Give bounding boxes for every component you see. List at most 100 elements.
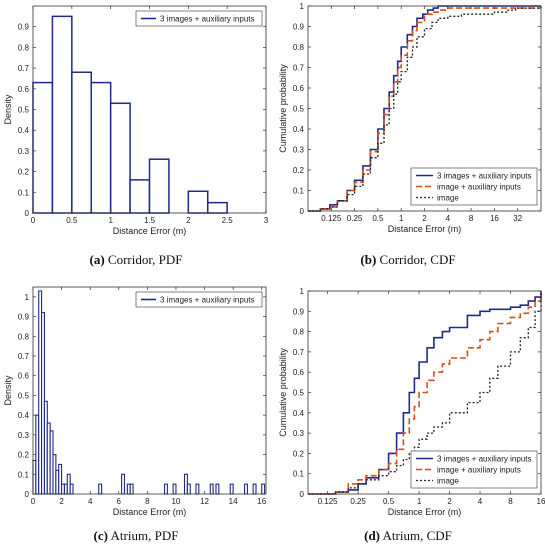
xtick-label-b-5: 4 xyxy=(446,214,451,223)
xtick-label-a-6: 3 xyxy=(264,216,269,225)
ytick-label-a-4: 0.4 xyxy=(18,126,30,135)
xtick-label-b-4: 2 xyxy=(422,214,427,223)
bar-c-19 xyxy=(172,483,177,495)
legend-a xyxy=(135,10,263,27)
ytick-label-d-7: 0.7 xyxy=(293,348,305,357)
legend-c xyxy=(135,291,263,308)
ytick-label-a-8: 0.8 xyxy=(18,43,30,52)
xtick-label-b-7: 16 xyxy=(490,214,499,223)
ytick-label-c-10: 1 xyxy=(25,293,30,302)
plot-area-c xyxy=(33,287,266,494)
xtick-label-c-3: 6 xyxy=(117,497,122,506)
bar-c-22 xyxy=(195,483,200,495)
chart-c: 0 2 4 6 8 10 12 14 16 0 0.1 0.2 0.3 0.4 0.5 0.6 0.7 0.8 0.… xyxy=(3,286,267,517)
xtick-label-c-5: 10 xyxy=(171,497,180,506)
xtick-label-a-1: 0.5 xyxy=(66,216,78,225)
bar-a-8 xyxy=(187,190,209,214)
xtick-label-d-7: 16 xyxy=(537,497,545,506)
ytick-label-c-1: 0.1 xyxy=(18,470,30,479)
bar-a-1 xyxy=(51,15,73,214)
xtick-label-c-8: 16 xyxy=(257,497,266,506)
ytick-label-d-2: 0.2 xyxy=(293,449,305,458)
ytick-label-a-1: 0.1 xyxy=(18,188,30,197)
chart-b: 0.125 0.25 0.5 1 2 4 8 16 32 0 0.1 0.2 0.3 0.4 0.5 0.6 0… xyxy=(278,2,542,234)
bar-a-0 xyxy=(32,81,54,214)
caption-d-text: Atrium, CDF xyxy=(382,528,452,543)
xtick-label-c-7: 14 xyxy=(229,497,238,506)
bar-c-18 xyxy=(163,483,168,495)
xlabel-c: Distance Error (m) xyxy=(113,507,187,517)
bar-c-24 xyxy=(215,483,220,495)
legend-d xyxy=(410,450,538,489)
xtick-label-a-4: 2 xyxy=(186,216,191,225)
ytick-label-d-8: 0.8 xyxy=(293,328,305,337)
bar-c-14 xyxy=(98,483,103,495)
bar-c-15 xyxy=(121,473,126,495)
legend-label-d-0: 3 images + auxiliary inputs xyxy=(437,455,532,464)
ytick-label-d-4: 0.4 xyxy=(293,409,305,418)
bar-c-21 xyxy=(186,483,191,495)
xlabel-b: Distance Error (m) xyxy=(388,224,462,234)
bar-c-25 xyxy=(229,483,234,495)
xlabel-d: Distance Error (m) xyxy=(388,507,462,517)
caption-b: (b) Corridor, CDF xyxy=(272,252,544,268)
xtick-label-d-0: 0.125 xyxy=(318,497,339,506)
xtick-label-c-2: 4 xyxy=(88,497,93,506)
ytick-label-c-2: 0.2 xyxy=(18,451,30,460)
ytick-label-d-0: 0 xyxy=(300,490,305,499)
ytick-label-c-6: 0.6 xyxy=(18,372,30,381)
ytick-label-c-3: 0.3 xyxy=(18,431,30,440)
bar-c-28 xyxy=(261,483,266,495)
xtick-label-b-6: 8 xyxy=(469,214,474,223)
bar-a-2 xyxy=(71,71,93,214)
ytick-label-a-6: 0.6 xyxy=(18,85,30,94)
xtick-label-d-1: 0.25 xyxy=(350,497,366,506)
xtick-label-d-3: 1 xyxy=(417,497,422,506)
ytick-label-a-7: 0.7 xyxy=(18,64,30,73)
xtick-label-d-5: 4 xyxy=(478,497,483,506)
caption-a-letter: (a) xyxy=(89,252,105,267)
series-d-2 xyxy=(308,291,542,495)
ytick-label-c-0: 0 xyxy=(25,490,30,499)
legend-label-b-2: image xyxy=(437,194,459,203)
axes-frame-c xyxy=(32,286,267,495)
legend-label-b-0: 3 images + auxiliary inputs xyxy=(437,172,532,181)
chart-a: 0 0.5 1 1.5 2 2.5 3 0 0.1 0.2 0.3 0.4 0.5 0.6 0.7 0.8 0.… xyxy=(3,5,269,236)
legend-label-d-2: image xyxy=(437,477,459,486)
xtick-label-b-2: 0.5 xyxy=(372,214,384,223)
xtick-label-a-2: 1 xyxy=(108,216,113,225)
xtick-label-b-8: 32 xyxy=(513,214,522,223)
caption-b-letter: (b) xyxy=(360,252,377,267)
ytick-label-b-0: 0 xyxy=(300,207,305,216)
series-d-1 xyxy=(308,291,542,495)
ytick-label-d-9: 0.9 xyxy=(293,307,305,316)
xtick-label-a-3: 1.5 xyxy=(144,216,156,225)
ytick-label-c-4: 0.4 xyxy=(18,411,30,420)
chart-d: 0.125 0.25 0.5 1 2 4 8 16 0 0.1 0.2 0.3 0.4 0.5 0.6 0.7… xyxy=(278,287,545,517)
ytick-label-d-1: 0.1 xyxy=(293,470,305,479)
ytick-label-b-5: 0.5 xyxy=(293,105,305,114)
bar-a-4 xyxy=(109,102,131,214)
ytick-label-b-3: 0.3 xyxy=(293,146,305,155)
ytick-label-b-10: 1 xyxy=(300,2,305,11)
ytick-label-c-7: 0.7 xyxy=(18,352,30,361)
xtick-label-d-6: 8 xyxy=(508,497,513,506)
caption-c-letter: (c) xyxy=(93,528,108,543)
bar-a-3 xyxy=(90,81,112,214)
xtick-label-c-1: 2 xyxy=(59,497,64,506)
xtick-label-c-6: 12 xyxy=(200,497,209,506)
ylabel-b: Cumulative probability xyxy=(278,64,288,153)
caption-c-text: Atrium, PDF xyxy=(110,528,179,543)
ytick-label-a-2: 0.2 xyxy=(18,168,30,177)
bar-c-13 xyxy=(69,483,74,495)
series-b-2 xyxy=(308,6,542,212)
caption-d: (d) Atrium, CDF xyxy=(272,528,544,544)
xlabel-a: Distance Error (m) xyxy=(113,226,187,236)
caption-c: (c) Atrium, PDF xyxy=(0,528,272,544)
ytick-label-a-3: 0.3 xyxy=(18,147,30,156)
ytick-label-b-1: 0.1 xyxy=(293,187,305,196)
xtick-label-d-4: 2 xyxy=(447,497,452,506)
ylabel-d: Cumulative probability xyxy=(278,348,288,437)
bar-c-27 xyxy=(252,483,257,495)
